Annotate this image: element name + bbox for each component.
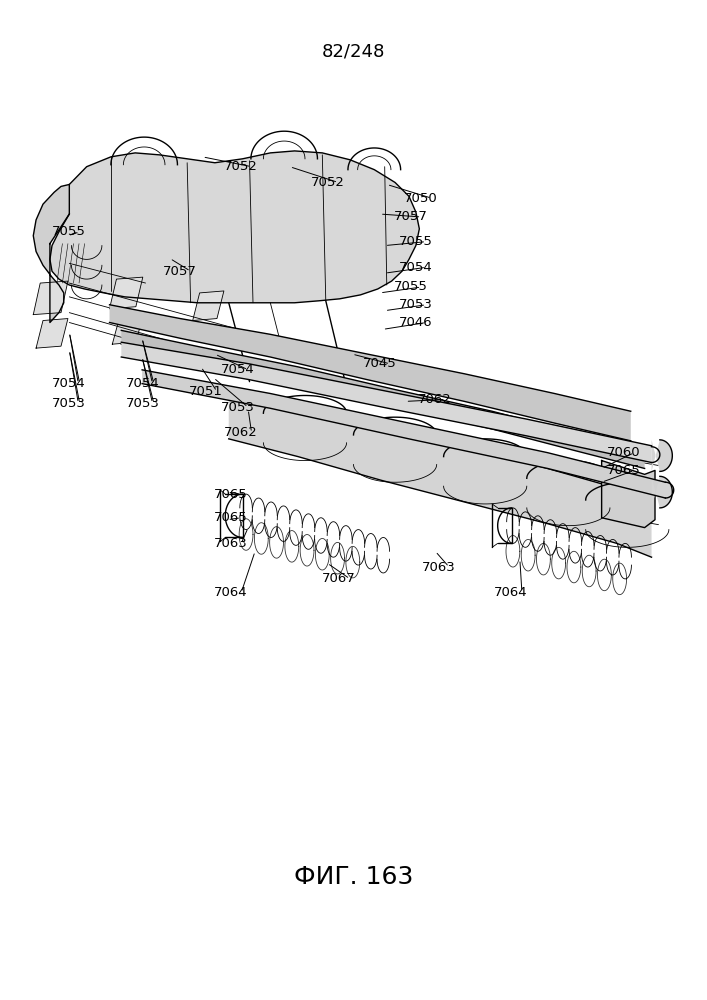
Text: 7051: 7051 [189,385,223,398]
Text: 7067: 7067 [322,572,356,585]
Text: 7065: 7065 [214,511,247,524]
Text: 7065: 7065 [214,488,247,501]
Text: 7052: 7052 [310,176,344,189]
Text: 7062: 7062 [418,393,452,406]
Polygon shape [652,476,672,508]
Text: 7064: 7064 [494,586,528,599]
Text: 7052: 7052 [224,160,258,173]
Text: 7063: 7063 [421,561,455,574]
Polygon shape [110,277,143,309]
Text: 82/248: 82/248 [322,42,385,60]
Text: 7062: 7062 [224,426,257,439]
Polygon shape [33,281,68,315]
Polygon shape [229,388,652,557]
Text: 7053: 7053 [126,397,160,410]
Text: 7063: 7063 [214,537,247,550]
Text: 7045: 7045 [363,357,396,370]
Text: 7055: 7055 [394,280,428,294]
Text: 7065: 7065 [607,464,641,477]
Text: 7054: 7054 [221,363,255,376]
Polygon shape [652,440,672,471]
Polygon shape [193,291,224,321]
Text: 7054: 7054 [52,377,86,390]
Text: 7053: 7053 [52,397,86,410]
Text: 7050: 7050 [404,192,438,205]
Polygon shape [50,151,419,303]
Text: 7055: 7055 [399,235,433,248]
Text: 7053: 7053 [221,401,255,414]
Text: 7054: 7054 [126,377,160,390]
Polygon shape [112,317,143,344]
Text: 7055: 7055 [52,225,86,238]
Text: ФИГ. 163: ФИГ. 163 [294,865,413,889]
Text: 7054: 7054 [399,261,432,274]
Polygon shape [122,342,652,463]
Text: 7057: 7057 [394,210,428,223]
Polygon shape [33,184,69,322]
Polygon shape [36,319,68,348]
Text: 7057: 7057 [163,265,197,278]
Polygon shape [122,330,645,468]
Text: 7060: 7060 [607,446,640,459]
Text: 7064: 7064 [214,586,247,599]
Text: 7053: 7053 [399,298,433,311]
Polygon shape [142,370,665,498]
Polygon shape [602,461,655,528]
Text: 7046: 7046 [399,316,432,329]
Polygon shape [110,305,631,441]
